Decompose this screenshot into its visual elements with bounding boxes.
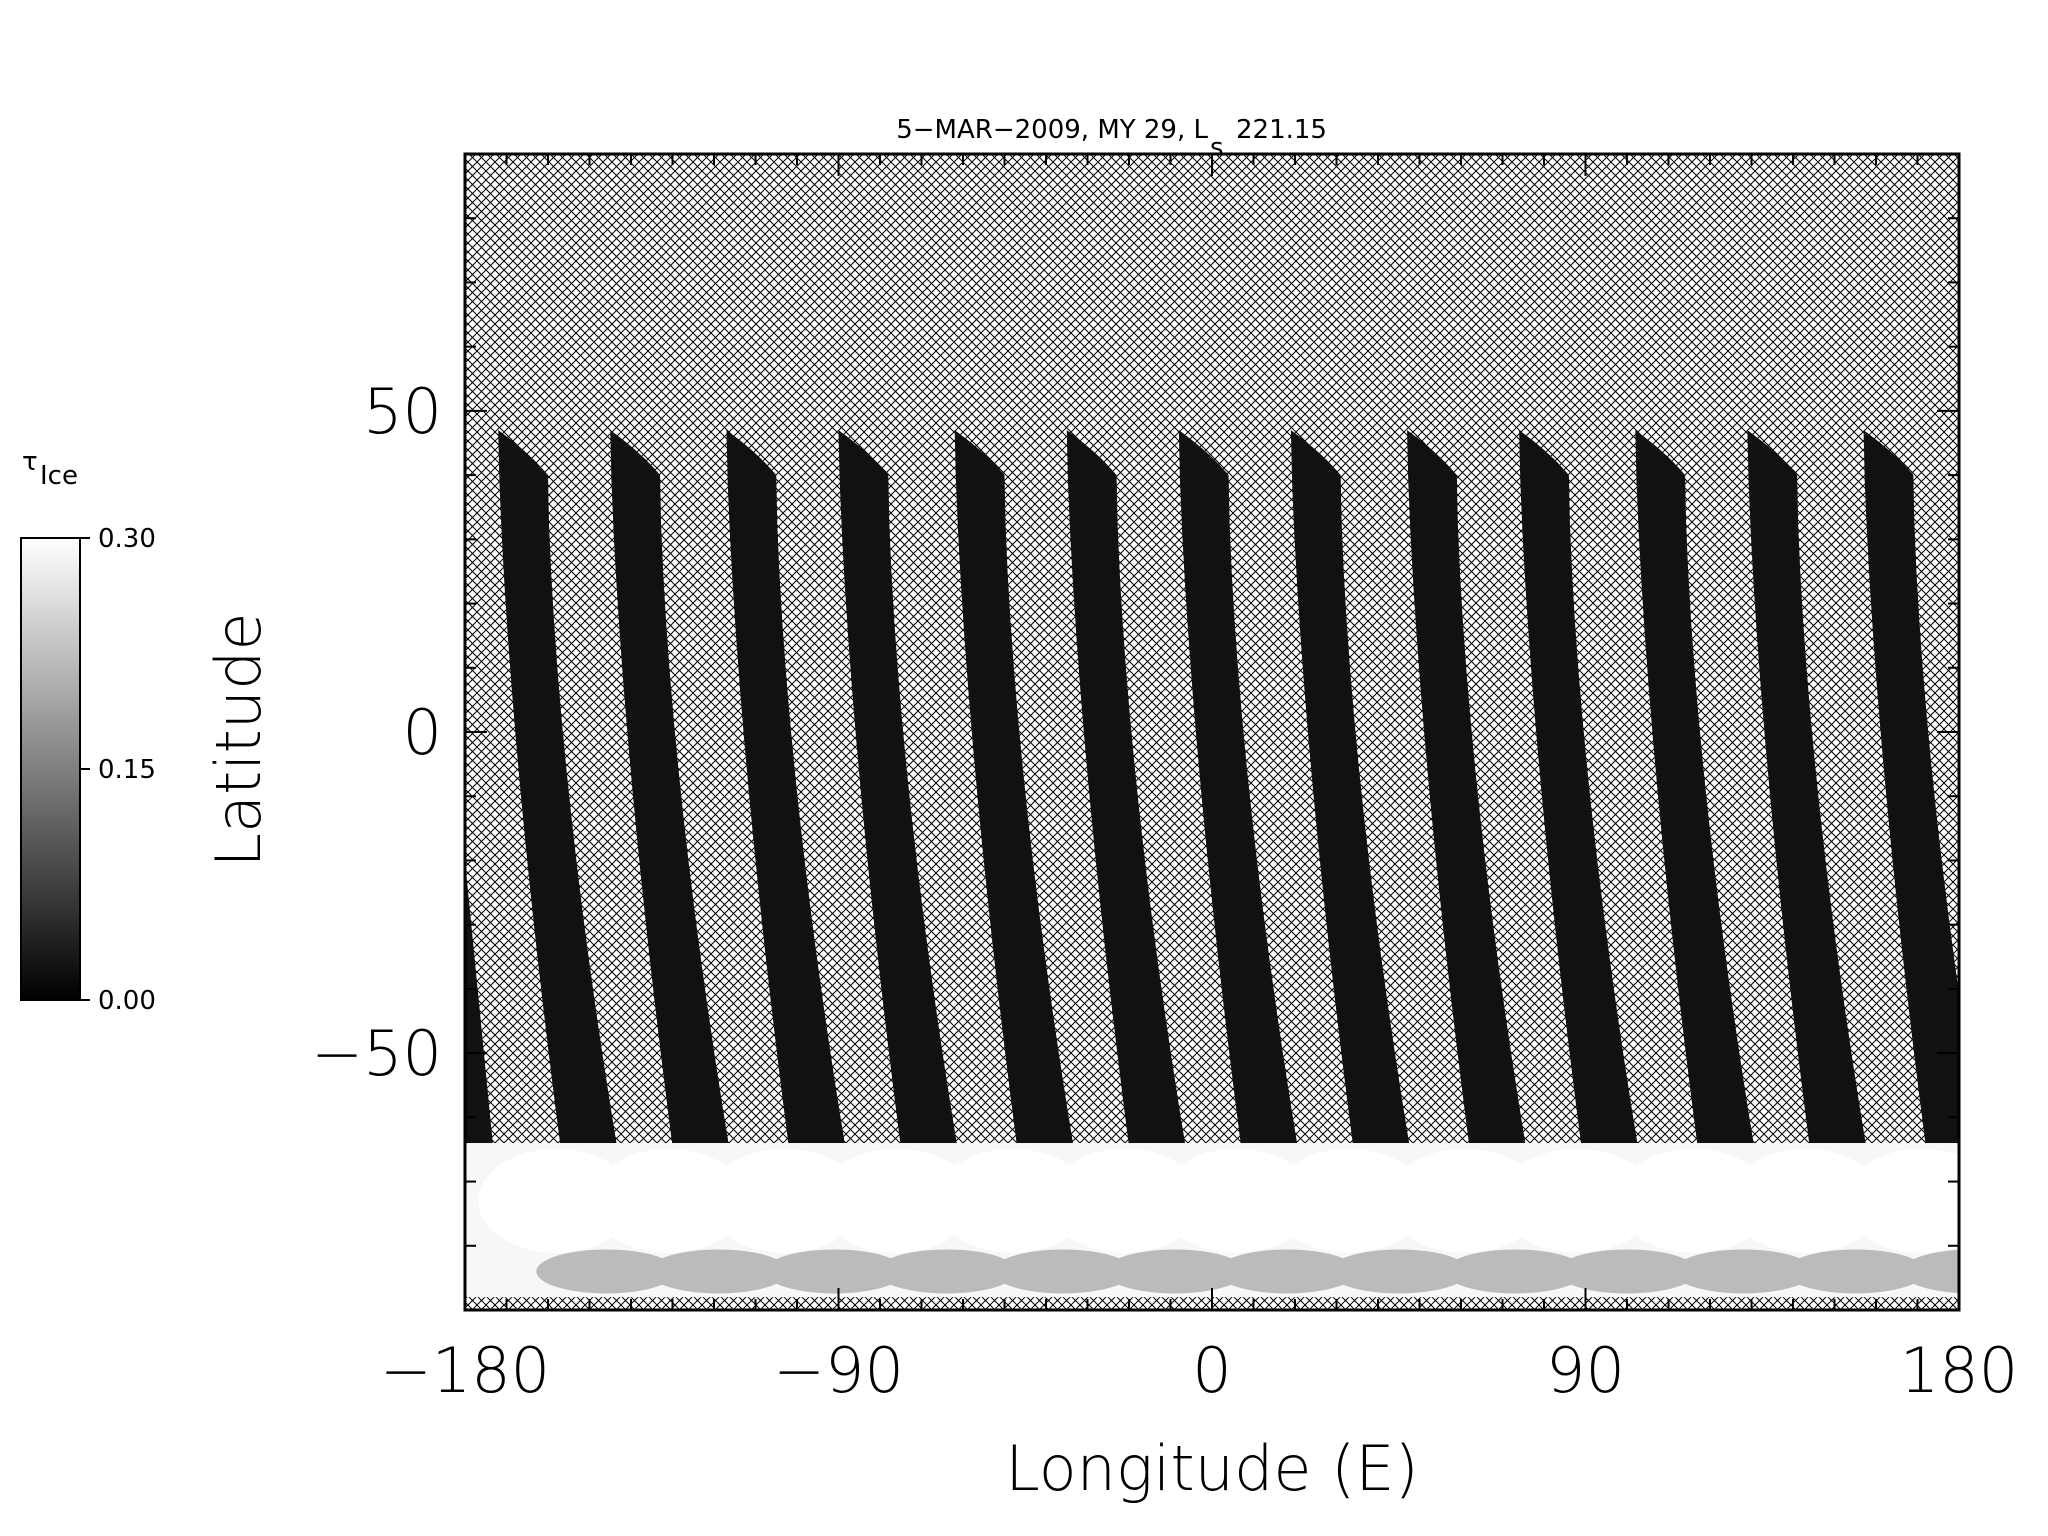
swath-5 [1066, 430, 1188, 1156]
y-tick-label: −50 [311, 1017, 442, 1090]
hood-cell-6 [1158, 1148, 1315, 1253]
y-tick-labels: −50 0 50 [311, 375, 442, 1090]
hood-cell-8 [1387, 1148, 1544, 1253]
hood-cell-4 [934, 1148, 1091, 1253]
hood-shade-12 [1901, 1249, 1959, 1294]
hood-cell-9 [1499, 1148, 1656, 1253]
hood-shade-4 [992, 1249, 1133, 1294]
hood-shade-11 [1785, 1249, 1926, 1294]
hood-shade-9 [1557, 1249, 1698, 1294]
minor-ticks [464, 153, 1960, 1311]
swath-7 [1290, 430, 1412, 1156]
x-axis-title: Longitude (E) [1005, 1432, 1418, 1505]
plot-area [463, 152, 1961, 1312]
colorbar: τ Ice 0.30 0.15 0.00 [20, 447, 156, 1016]
hood-cell-11 [1727, 1148, 1884, 1253]
hood-shade-3 [876, 1249, 1017, 1294]
swath-12 [1863, 430, 1959, 1156]
hood-shade-1 [648, 1249, 789, 1294]
swath-0 [498, 430, 619, 1156]
colorbar-tick-label: 0.30 [98, 524, 156, 554]
hood-cell-12 [1843, 1148, 1959, 1253]
hood-shade-10 [1673, 1249, 1814, 1294]
hood-cell-0 [478, 1148, 635, 1253]
swath-2 [726, 430, 847, 1156]
colorbar-gradient [20, 537, 81, 1001]
hood-shade-2 [764, 1249, 905, 1294]
swath-11 [1747, 430, 1868, 1156]
x-tick-label: −90 [773, 1334, 904, 1407]
swath-edge [465, 860, 495, 1156]
colorbar-symbol: τ [22, 447, 38, 477]
x-tick-label: 180 [1900, 1334, 2018, 1407]
polar-hood-layer [465, 1143, 1959, 1298]
swath-3 [838, 430, 959, 1156]
swath-10 [1635, 430, 1756, 1156]
hood-cell-2 [706, 1148, 863, 1253]
y-tick-label: 50 [363, 375, 442, 448]
hood-shade-7 [1328, 1249, 1469, 1294]
y-axis-title: Latitude [202, 612, 275, 867]
swath-8 [1407, 430, 1528, 1156]
colorbar-tick-label: 0.00 [98, 986, 156, 1016]
hood-shade-5 [1104, 1249, 1245, 1294]
hood-shade-6 [1216, 1249, 1357, 1294]
x-tick-label: 0 [1192, 1334, 1231, 1407]
colorbar-tick-label: 0.15 [98, 755, 156, 785]
swath-4 [954, 430, 1076, 1156]
swath-6 [1178, 430, 1300, 1156]
chart-title: 5−MAR−2009, MY 29, L s 221.15 [896, 115, 1327, 163]
title-value: 221.15 [1236, 115, 1327, 145]
swath-layer [465, 430, 1959, 1156]
y-tick-label: 0 [403, 696, 442, 769]
x-tick-labels: −180 −90 0 90 180 [380, 1334, 2018, 1407]
title-text: 5−MAR−2009, MY 29, L [896, 115, 1208, 145]
x-tick-label: −180 [380, 1334, 550, 1407]
colorbar-subscript: Ice [40, 461, 78, 491]
swath-1 [610, 430, 731, 1156]
hood-cell-7 [1270, 1148, 1427, 1253]
x-tick-label: 90 [1546, 1334, 1625, 1407]
colorbar-ticks: 0.30 0.15 0.00 [80, 524, 156, 1016]
hood-shade-8 [1445, 1249, 1586, 1294]
hood-cell-1 [590, 1148, 747, 1253]
hood-cell-3 [818, 1148, 975, 1253]
hood-shade-0 [536, 1249, 677, 1294]
swath-9 [1519, 430, 1640, 1156]
hood-cell-5 [1046, 1148, 1203, 1253]
hood-cell-10 [1615, 1148, 1772, 1253]
